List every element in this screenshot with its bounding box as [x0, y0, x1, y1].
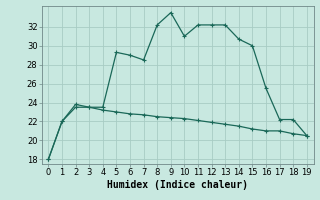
X-axis label: Humidex (Indice chaleur): Humidex (Indice chaleur)	[107, 180, 248, 190]
